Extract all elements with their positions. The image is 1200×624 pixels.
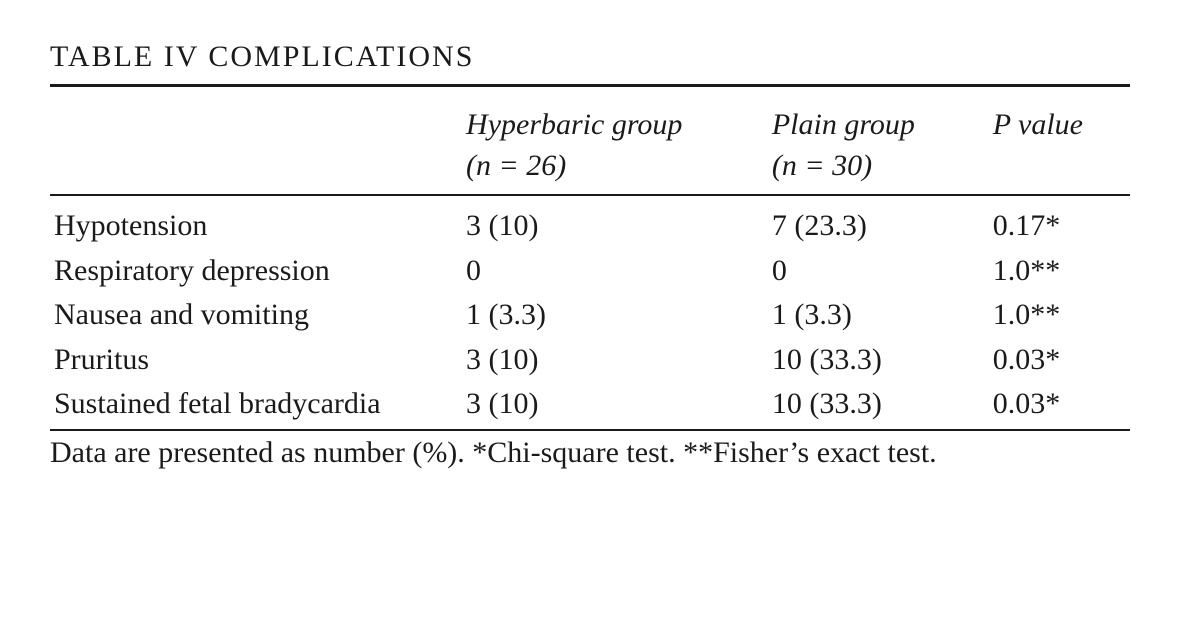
cell-plain: 1 (3.3) [768,293,989,338]
cell-label: Hypotension [50,195,462,249]
table-row: Respiratory depression 0 0 1.0** [50,249,1130,294]
col-header-plain-line1: Plain group [772,108,915,141]
col-header-pvalue: P value [989,99,1130,195]
table-row: Hypotension 3 (10) 7 (23.3) 0.17* [50,195,1130,249]
complications-table: Hyperbaric group (n = 26) Plain group (n… [50,99,1130,431]
table-footnote: Data are presented as number (%). *Chi-s… [50,431,1130,474]
table-row: Pruritus 3 (10) 10 (33.3) 0.03* [50,338,1130,383]
cell-plain: 10 (33.3) [768,338,989,383]
cell-label: Respiratory depression [50,249,462,294]
table-complications: TABLE IV COMPLICATIONS Hyperbaric group … [50,40,1130,473]
cell-plain: 7 (23.3) [768,195,989,249]
cell-plain: 10 (33.3) [768,382,989,430]
col-header-hyperbaric-line1: Hyperbaric group [466,108,682,141]
cell-label: Sustained fetal bradycardia [50,382,462,430]
col-header-hyperbaric: Hyperbaric group (n = 26) [462,99,768,195]
cell-hyper: 3 (10) [462,382,768,430]
cell-label: Nausea and vomiting [50,293,462,338]
cell-hyper: 0 [462,249,768,294]
cell-label: Pruritus [50,338,462,383]
col-header-label [50,99,462,195]
cell-pvalue: 1.0** [989,249,1130,294]
cell-pvalue: 0.17* [989,195,1130,249]
table-row: Sustained fetal bradycardia 3 (10) 10 (3… [50,382,1130,430]
col-header-plain-line2: (n = 30) [772,149,872,182]
cell-hyper: 3 (10) [462,338,768,383]
cell-pvalue: 1.0** [989,293,1130,338]
cell-hyper: 1 (3.3) [462,293,768,338]
cell-pvalue: 0.03* [989,382,1130,430]
col-header-plain: Plain group (n = 30) [768,99,989,195]
table-title: TABLE IV COMPLICATIONS [50,40,1130,87]
col-header-hyperbaric-line2: (n = 26) [466,149,566,182]
table-row: Nausea and vomiting 1 (3.3) 1 (3.3) 1.0*… [50,293,1130,338]
cell-pvalue: 0.03* [989,338,1130,383]
cell-hyper: 3 (10) [462,195,768,249]
cell-plain: 0 [768,249,989,294]
table-header-row: Hyperbaric group (n = 26) Plain group (n… [50,99,1130,195]
